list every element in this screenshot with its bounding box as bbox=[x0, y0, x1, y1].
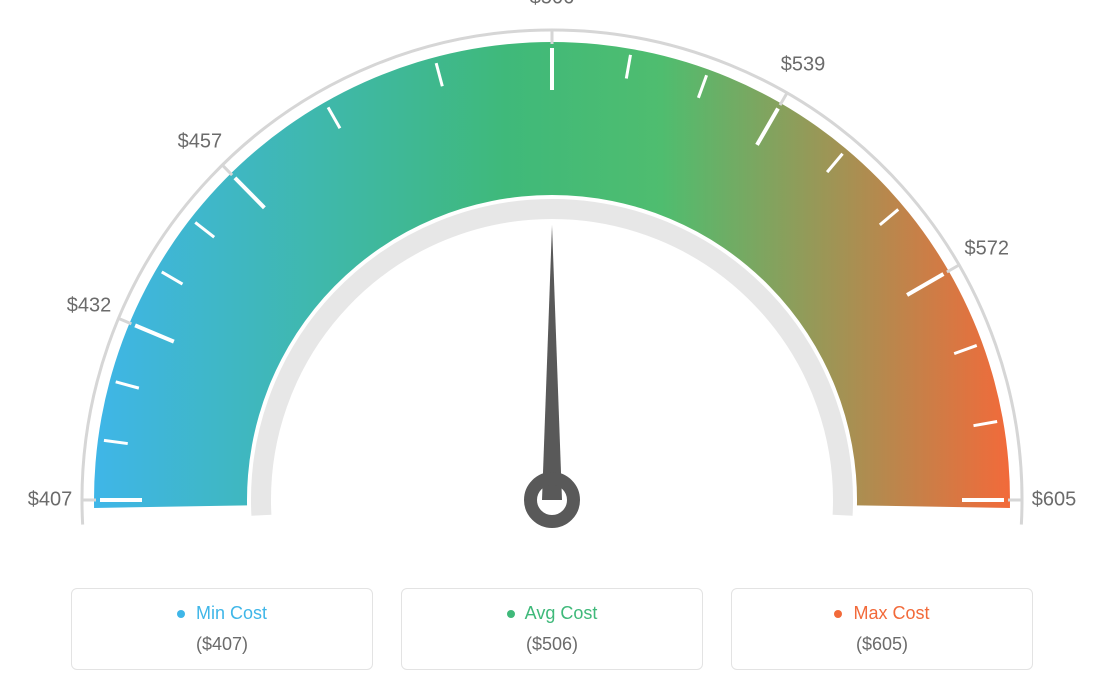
legend-min-label-text: Min Cost bbox=[196, 603, 267, 623]
legend-max-box: Max Cost ($605) bbox=[731, 588, 1033, 670]
legend-min-value: ($407) bbox=[72, 634, 372, 655]
gauge-tick-label: $407 bbox=[28, 489, 73, 512]
gauge-svg bbox=[0, 0, 1104, 570]
gauge-tick-label: $572 bbox=[964, 238, 1009, 261]
legend-avg-label: Avg Cost bbox=[402, 603, 702, 624]
legend-min-dot-icon bbox=[177, 610, 185, 618]
legend-max-dot-icon bbox=[834, 610, 842, 618]
gauge-area: $407 $432 $457 $506 $539 $572 $605 bbox=[0, 0, 1104, 570]
legend-row: Min Cost ($407) Avg Cost ($506) Max Cost… bbox=[0, 588, 1104, 670]
legend-min-box: Min Cost ($407) bbox=[71, 588, 373, 670]
gauge-chart-container: $407 $432 $457 $506 $539 $572 $605 Min Cost ($… bbox=[0, 0, 1104, 690]
legend-avg-value: ($506) bbox=[402, 634, 702, 655]
legend-max-label-text: Max Cost bbox=[853, 603, 929, 623]
legend-avg-dot-icon bbox=[507, 610, 515, 618]
gauge-tick-label: $457 bbox=[178, 131, 223, 154]
legend-avg-box: Avg Cost ($506) bbox=[401, 588, 703, 670]
legend-avg-label-text: Avg Cost bbox=[525, 603, 598, 623]
gauge-tick-label: $605 bbox=[1032, 489, 1077, 512]
gauge-tick-label: $539 bbox=[781, 54, 826, 77]
legend-max-value: ($605) bbox=[732, 634, 1032, 655]
legend-min-label: Min Cost bbox=[72, 603, 372, 624]
legend-max-label: Max Cost bbox=[732, 603, 1032, 624]
gauge-tick-label: $432 bbox=[67, 295, 112, 318]
gauge-tick-label: $506 bbox=[530, 0, 575, 10]
